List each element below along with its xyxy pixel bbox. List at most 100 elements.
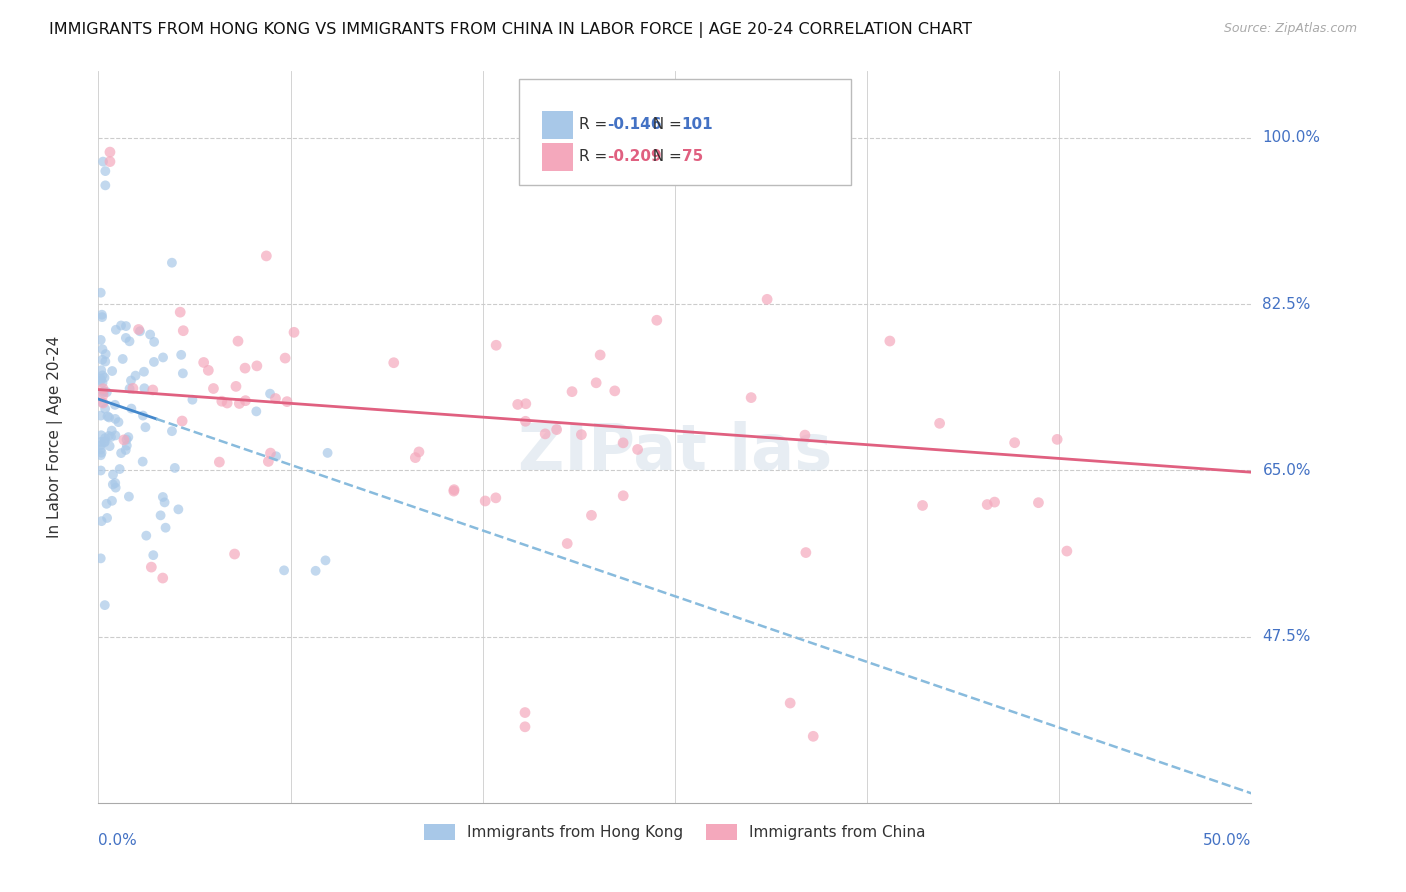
Point <box>132 409 155 423</box>
Point <box>94 354 117 368</box>
Point <box>645 313 668 327</box>
Point <box>257 454 280 468</box>
Point <box>235 393 257 408</box>
Point <box>98 439 121 453</box>
Point <box>134 381 156 395</box>
Point <box>976 498 998 512</box>
Point <box>120 401 142 416</box>
Point <box>233 361 256 376</box>
Point <box>612 489 634 503</box>
Point <box>91 368 114 383</box>
Point <box>794 428 817 442</box>
Point <box>90 428 112 442</box>
Text: 100.0%: 100.0% <box>1263 130 1320 145</box>
Point <box>259 386 281 401</box>
Point <box>169 305 191 319</box>
Point <box>254 249 277 263</box>
Point <box>224 547 246 561</box>
Point <box>276 394 298 409</box>
Point <box>603 384 626 398</box>
Point <box>172 414 194 428</box>
Point <box>91 310 114 325</box>
Point <box>124 368 146 383</box>
Point <box>172 324 194 338</box>
Point <box>408 445 430 459</box>
Point <box>90 333 112 347</box>
Point <box>264 450 287 464</box>
Point <box>211 394 233 409</box>
Point <box>264 392 287 406</box>
Point <box>135 528 157 542</box>
Point <box>246 359 269 373</box>
Text: -0.209: -0.209 <box>607 150 661 164</box>
Point <box>626 442 648 457</box>
Point <box>90 446 112 460</box>
Point <box>94 401 117 416</box>
Point <box>110 446 132 460</box>
Point <box>443 484 465 499</box>
Point <box>94 431 117 445</box>
Point <box>911 499 934 513</box>
Point <box>90 448 112 462</box>
Point <box>1046 433 1069 447</box>
Point <box>91 395 114 409</box>
Text: R =: R = <box>579 150 612 164</box>
Point <box>589 348 612 362</box>
Text: 101: 101 <box>682 117 713 132</box>
Point <box>153 495 176 509</box>
Point <box>226 334 249 348</box>
Point <box>98 410 121 425</box>
Point <box>142 548 165 562</box>
Text: N =: N = <box>643 150 686 164</box>
Point <box>506 397 529 411</box>
Point <box>101 493 124 508</box>
Point <box>561 384 583 399</box>
Point <box>94 178 117 193</box>
Text: 82.5%: 82.5% <box>1263 297 1310 311</box>
Point <box>90 308 112 322</box>
Point <box>202 382 225 396</box>
Point <box>283 326 305 340</box>
Point <box>90 434 112 449</box>
Point <box>581 508 603 523</box>
Point <box>314 553 336 567</box>
Point <box>104 323 127 337</box>
Point <box>928 417 950 431</box>
Point <box>91 396 114 410</box>
Point <box>274 351 297 365</box>
Point <box>513 720 536 734</box>
Point <box>91 385 114 400</box>
Point <box>90 463 112 477</box>
Point <box>152 351 174 365</box>
FancyBboxPatch shape <box>519 78 851 185</box>
Point <box>96 511 118 525</box>
Point <box>104 398 127 412</box>
Point <box>143 334 166 349</box>
Point <box>94 164 117 178</box>
Point <box>485 491 508 505</box>
Point <box>740 391 762 405</box>
Text: N =: N = <box>643 117 686 132</box>
Point <box>1004 435 1026 450</box>
Point <box>485 338 508 352</box>
Point <box>90 514 112 528</box>
Point <box>96 385 118 400</box>
Point <box>794 545 817 559</box>
Point <box>756 293 779 307</box>
Point <box>170 348 193 362</box>
Point <box>152 490 174 504</box>
Point <box>91 388 114 402</box>
Point <box>117 430 139 444</box>
Point <box>879 334 901 348</box>
Point <box>404 450 426 465</box>
Point <box>225 379 247 393</box>
Point <box>115 319 138 334</box>
Point <box>139 327 162 342</box>
Point <box>273 563 295 577</box>
Point <box>193 355 215 369</box>
Point <box>983 495 1005 509</box>
Point <box>555 536 578 550</box>
Text: 75: 75 <box>682 150 703 164</box>
Point <box>90 438 112 452</box>
Point <box>91 382 114 396</box>
